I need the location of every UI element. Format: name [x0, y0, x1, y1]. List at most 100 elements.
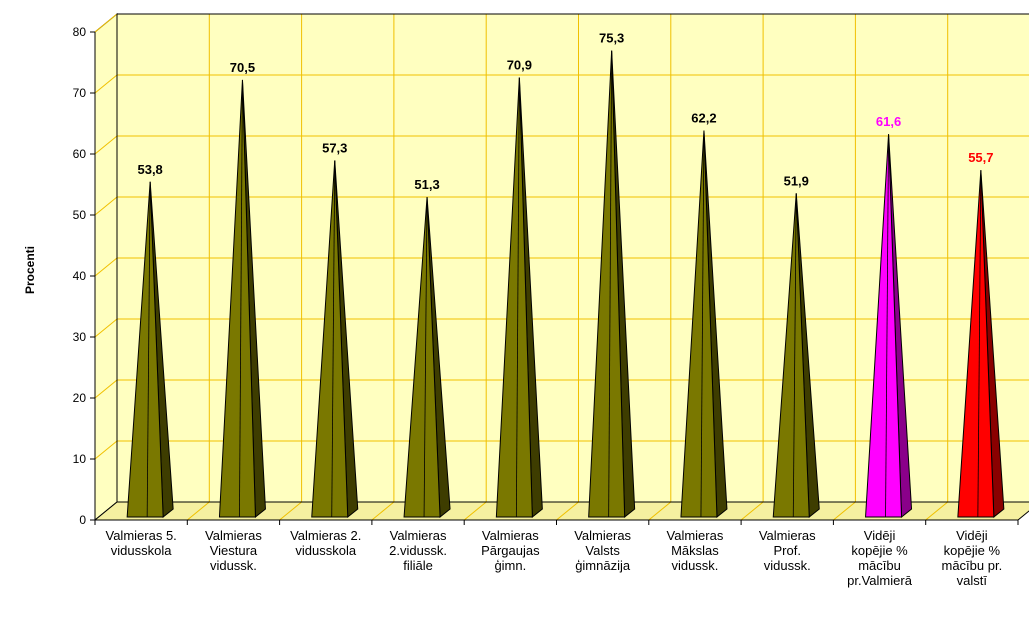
category-label-line: Valmieras: [390, 528, 447, 543]
category-label-line: Valmieras: [759, 528, 816, 543]
category-label: Valmieras Valsts ģimnāzija: [574, 528, 631, 573]
y-tick-label: 0: [79, 513, 86, 527]
bar-ridge: [331, 160, 336, 518]
gridline-floor: [186, 501, 210, 521]
category-label-line: pr.Valmierā: [847, 573, 913, 588]
category-label: Vidēji kopējie % mācību pr. valstī: [941, 528, 1002, 588]
bar-front-face: [865, 134, 903, 518]
y-tick-label: 50: [73, 208, 87, 222]
data-labels: 53,8 70,5 57,3 51,3 70,9 75,3 62,2 51,9 61,6 55,7: [137, 31, 993, 192]
gridline-floor: [279, 501, 302, 521]
bar-front-face: [126, 181, 164, 518]
y-tick-label: 20: [73, 391, 87, 405]
category-label-line: Valmieras 2.: [290, 528, 361, 543]
category-label: Valmieras 2. vidusskola: [290, 528, 361, 558]
category-label-line: ģimn.: [494, 558, 526, 573]
category-label-line: Valmieras: [205, 528, 262, 543]
category-label: Valmieras Viestura vidussk.: [205, 528, 262, 573]
bar: [403, 197, 451, 519]
category-label: Valmieras Pārgaujas ģimn.: [481, 528, 540, 573]
back-wall-border: [116, 13, 1029, 503]
bar-front-face: [495, 77, 533, 518]
category-label-line: Vidēji: [956, 528, 988, 543]
category-label-line: Valsts: [585, 543, 620, 558]
category-label: Valmieras Prof. vidussk.: [759, 528, 816, 573]
bar-front-face: [403, 197, 441, 518]
y-tick-label: 10: [73, 452, 87, 466]
y-tick-label: 60: [73, 147, 87, 161]
gridline-floor: [925, 501, 949, 521]
category-label-line: kopējie %: [944, 543, 1001, 558]
bar-front-face: [218, 79, 256, 518]
category-label-line: ģimnāzija: [575, 558, 631, 573]
bar: [588, 50, 636, 519]
bar: [495, 77, 543, 519]
gridline-floor: [371, 501, 395, 521]
y-tick-label: 80: [73, 25, 87, 39]
data-label: 53,8: [137, 162, 162, 177]
bar: [772, 193, 820, 519]
category-label: Valmieras Mākslas vidussk.: [667, 528, 724, 573]
y-tick-label: 30: [73, 330, 87, 344]
bar-ridge: [515, 77, 520, 518]
category-label-line: vidusskola: [111, 543, 172, 558]
category-label-line: Mākslas: [671, 543, 719, 558]
bar-front-face: [772, 193, 810, 518]
bar: [311, 160, 359, 519]
category-label-line: vidussk.: [671, 558, 718, 573]
category-label-line: mācību pr.: [941, 558, 1002, 573]
bar-ridge: [608, 50, 613, 518]
bar-front-face: [957, 170, 995, 518]
data-label: 70,9: [507, 58, 532, 73]
category-label-line: vidusskola: [295, 543, 356, 558]
bar-front-face: [588, 50, 626, 518]
bar-front-face: [311, 160, 349, 518]
data-label: 51,3: [414, 177, 439, 192]
data-label: 70,5: [230, 60, 255, 75]
bar-ridge: [146, 181, 151, 518]
category-label-line: Vidēji: [864, 528, 896, 543]
category-label: Valmieras 5. vidusskola: [106, 528, 177, 558]
gridline-floor: [740, 501, 764, 521]
category-label-line: Prof.: [774, 543, 801, 558]
y-tick-label: 70: [73, 86, 87, 100]
category-label-line: 2.vidussk.: [389, 543, 447, 558]
bar-ridge: [239, 79, 243, 518]
gridline-floor: [648, 501, 672, 521]
bar: [218, 79, 266, 519]
category-label-line: valstī: [957, 573, 988, 588]
category-label-line: filiāle: [403, 558, 433, 573]
category-label-line: Pārgaujas: [481, 543, 540, 558]
category-label-line: Valmieras: [667, 528, 724, 543]
gridline-floor: [463, 501, 487, 521]
y-axis: 0 10 20 30 40 50 60 70 80: [73, 25, 96, 527]
gridline-floor: [556, 501, 579, 521]
bar-front-face: [680, 130, 718, 518]
bar: [957, 170, 1005, 519]
category-label-line: Valmieras: [482, 528, 539, 543]
bar-ridge: [792, 193, 797, 518]
category-label-line: vidussk.: [764, 558, 811, 573]
category-label-line: Valmieras: [574, 528, 631, 543]
bar-ridge: [885, 134, 889, 518]
bar-ridge: [423, 197, 428, 518]
category-label-line: Viestura: [210, 543, 258, 558]
bar: [126, 181, 174, 519]
bar: [680, 130, 728, 519]
data-label: 61,6: [876, 114, 901, 129]
category-label-line: kopējie %: [851, 543, 908, 558]
bar: [865, 134, 913, 519]
y-axis-title: Procenti: [23, 246, 37, 294]
y-tick-label: 40: [73, 269, 87, 283]
bar-ridge: [977, 170, 982, 518]
data-label: 51,9: [784, 173, 809, 188]
bar-ridge: [700, 130, 705, 518]
data-label: 57,3: [322, 140, 347, 155]
x-axis: [94, 519, 1019, 525]
category-label-line: mācību: [858, 558, 901, 573]
data-label: 75,3: [599, 31, 624, 46]
category-label: Valmieras 2.vidussk. filiāle: [389, 528, 447, 573]
